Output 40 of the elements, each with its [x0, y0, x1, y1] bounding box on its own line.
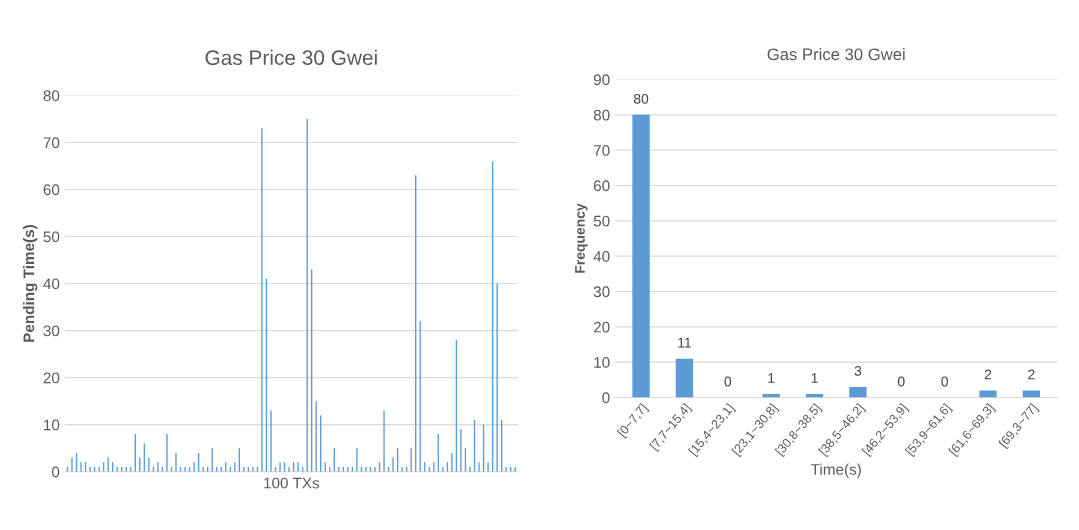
y-tick-label: 0 [51, 466, 60, 478]
data-label: 0 [724, 376, 732, 387]
data-label: 2 [984, 369, 992, 380]
data-label: 1 [768, 373, 775, 383]
y-tick-label: 30 [593, 286, 610, 298]
y-tick-label: 90 [593, 74, 610, 86]
y-tick-label: 60 [593, 180, 610, 192]
y-tick-label: 0 [602, 392, 610, 404]
y-axis-title: Pending Time(s) [23, 225, 38, 342]
bar [632, 114, 650, 398]
y-tick-label: 40 [593, 251, 610, 262]
data-label: 11 [678, 337, 691, 348]
y-tick-label: 80 [43, 90, 60, 102]
y-axis-title: Frequency [575, 203, 588, 273]
bar [1022, 390, 1041, 398]
y-tick-label: 30 [43, 325, 60, 337]
bar [849, 386, 867, 398]
y-tick-label: 20 [593, 321, 610, 333]
y-tick-label: 80 [593, 109, 610, 121]
data-label: 0 [897, 376, 905, 387]
chart-title: Gas Price 30 Gwei [205, 49, 377, 66]
data-label: 80 [633, 93, 649, 104]
y-tick-label: 50 [593, 215, 610, 227]
bar [675, 358, 694, 398]
y-tick-label: 50 [43, 231, 60, 243]
data-label: 2 [1028, 369, 1035, 380]
y-tick-label: 20 [43, 372, 60, 384]
data-label: 0 [941, 376, 948, 387]
y-tick-label: 40 [43, 278, 60, 290]
x-axis-title: Time(s) [810, 463, 861, 478]
bar [979, 390, 997, 398]
x-axis-title: 100 TXs [264, 477, 320, 489]
data-label: 1 [811, 373, 818, 383]
y-tick-label: 70 [43, 137, 60, 149]
y-tick-label: 70 [593, 145, 610, 156]
y-tick-label: 10 [44, 419, 60, 431]
chart-title: Gas Price 30 Gwei [767, 47, 905, 61]
y-tick-label: 60 [43, 184, 60, 196]
y-tick-label: 10 [594, 357, 610, 368]
data-label: 3 [854, 365, 862, 376]
